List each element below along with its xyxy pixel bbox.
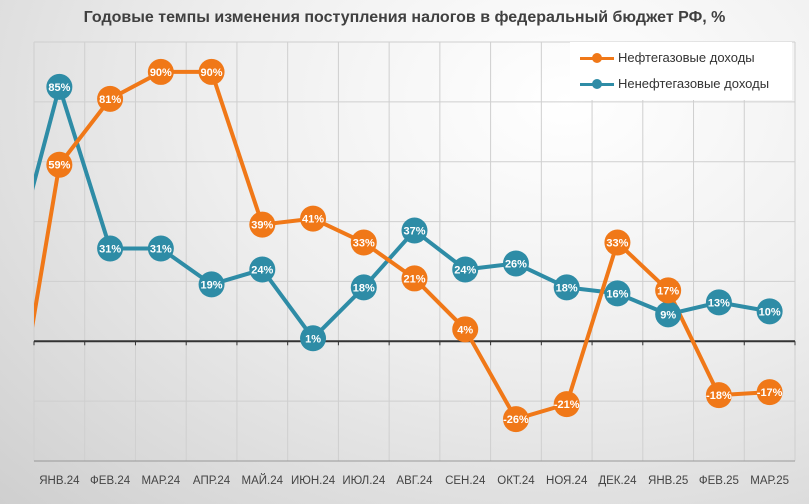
data-label: 90% [201, 67, 223, 79]
data-label: 9% [660, 309, 676, 321]
data-label: 33% [353, 238, 375, 250]
data-label: 59% [48, 160, 70, 172]
series-lines: 85% 31% 31% 19% 24% 1% 18% 37% 24% 26% 18% 16% 9% 13%… [34, 58, 783, 433]
data-point [502, 406, 529, 433]
data-point [604, 280, 631, 307]
data-label: 24% [454, 264, 476, 276]
x-tick-label: ОКТ.24 [497, 475, 535, 487]
data-label: 37% [403, 226, 425, 238]
x-tick-label: ФЕВ.25 [699, 475, 739, 487]
legend-item-oil-gas[interactable]: Нефтегазовые доходы [580, 50, 755, 65]
gridlines [33, 41, 796, 462]
data-label: 31% [150, 244, 172, 256]
data-label: 31% [99, 244, 121, 256]
data-point [198, 58, 225, 85]
data-point [249, 211, 276, 238]
data-point [756, 298, 783, 325]
legend-marker-icon [580, 78, 614, 90]
data-point [604, 229, 631, 256]
x-tick-label: ИЮН.24 [291, 475, 336, 487]
x-tick-label: МАР.24 [141, 475, 180, 487]
data-point [553, 274, 580, 301]
data-label: 18% [353, 282, 375, 294]
chart-title: Годовые темпы изменения поступления нало… [83, 9, 726, 26]
data-point [300, 325, 327, 352]
data-label: 19% [201, 279, 223, 291]
data-label: -21% [554, 399, 580, 411]
data-point [756, 379, 783, 406]
data-point [452, 316, 479, 343]
data-label: 39% [251, 220, 273, 232]
data-label: 41% [302, 214, 324, 226]
data-point [300, 205, 327, 232]
x-tick-label: ЯНВ.25 [648, 475, 688, 487]
legend-label: Нефтегазовые доходы [618, 50, 755, 65]
data-point [198, 271, 225, 298]
data-label: 13% [708, 297, 730, 309]
legend-marker-icon [580, 52, 614, 64]
x-tick-label: АВГ.24 [396, 475, 433, 487]
data-label: -26% [503, 414, 529, 426]
data-point [350, 274, 377, 301]
x-tick-label: ФЕВ.24 [90, 475, 131, 487]
data-label: 4% [457, 324, 473, 336]
x-axis-labels: ЯНВ.24 ФЕВ.24 МАР.24 АПР.24 МАЙ.24 ИЮН.24 ИЮЛ.… [39, 474, 789, 487]
data-point [502, 250, 529, 277]
data-label: 18% [556, 282, 578, 294]
data-point [705, 289, 732, 316]
data-point [401, 217, 428, 244]
data-point [147, 235, 174, 262]
data-point [655, 277, 682, 304]
data-point [97, 235, 124, 262]
data-label: 24% [251, 264, 273, 276]
data-point [46, 151, 73, 178]
data-label: 16% [606, 288, 628, 300]
data-label: 21% [403, 273, 425, 285]
data-point [350, 229, 377, 256]
x-tick-label: СЕН.24 [445, 475, 486, 487]
data-label: 81% [99, 94, 121, 106]
x-tick-label: АПР.24 [193, 475, 231, 487]
legend-label: Ненефтегазовые доходы [618, 76, 770, 91]
data-point [705, 382, 732, 409]
data-label: 10% [759, 306, 781, 318]
data-point [401, 265, 428, 292]
legend-item-non-oil-gas[interactable]: Ненефтегазовые доходы [580, 76, 769, 91]
x-tick-label: ИЮЛ.24 [342, 475, 386, 487]
legend: Нефтегазовые доходы Ненефтегазовые доход… [570, 42, 792, 100]
data-label: 26% [505, 258, 527, 270]
data-label: 85% [48, 82, 70, 94]
data-label: 1% [305, 333, 321, 345]
data-point [46, 73, 73, 100]
x-tick-label: ДЕК.24 [598, 475, 637, 487]
data-label: -17% [757, 387, 783, 399]
data-label: 90% [150, 67, 172, 79]
x-tick-label: ЯНВ.24 [39, 475, 80, 487]
data-point [97, 85, 124, 112]
data-label: -18% [706, 390, 732, 402]
data-label: 17% [657, 285, 679, 297]
data-point [147, 58, 174, 85]
data-point [655, 301, 682, 328]
x-tick-label: МАЙ.24 [242, 474, 284, 487]
series-line [34, 69, 770, 422]
data-point [452, 256, 479, 283]
data-point [553, 391, 580, 418]
data-label: 33% [606, 238, 628, 250]
x-tick-label: НОЯ.24 [546, 475, 588, 487]
x-tick-label: МАР.25 [750, 475, 789, 487]
data-point [249, 256, 276, 283]
